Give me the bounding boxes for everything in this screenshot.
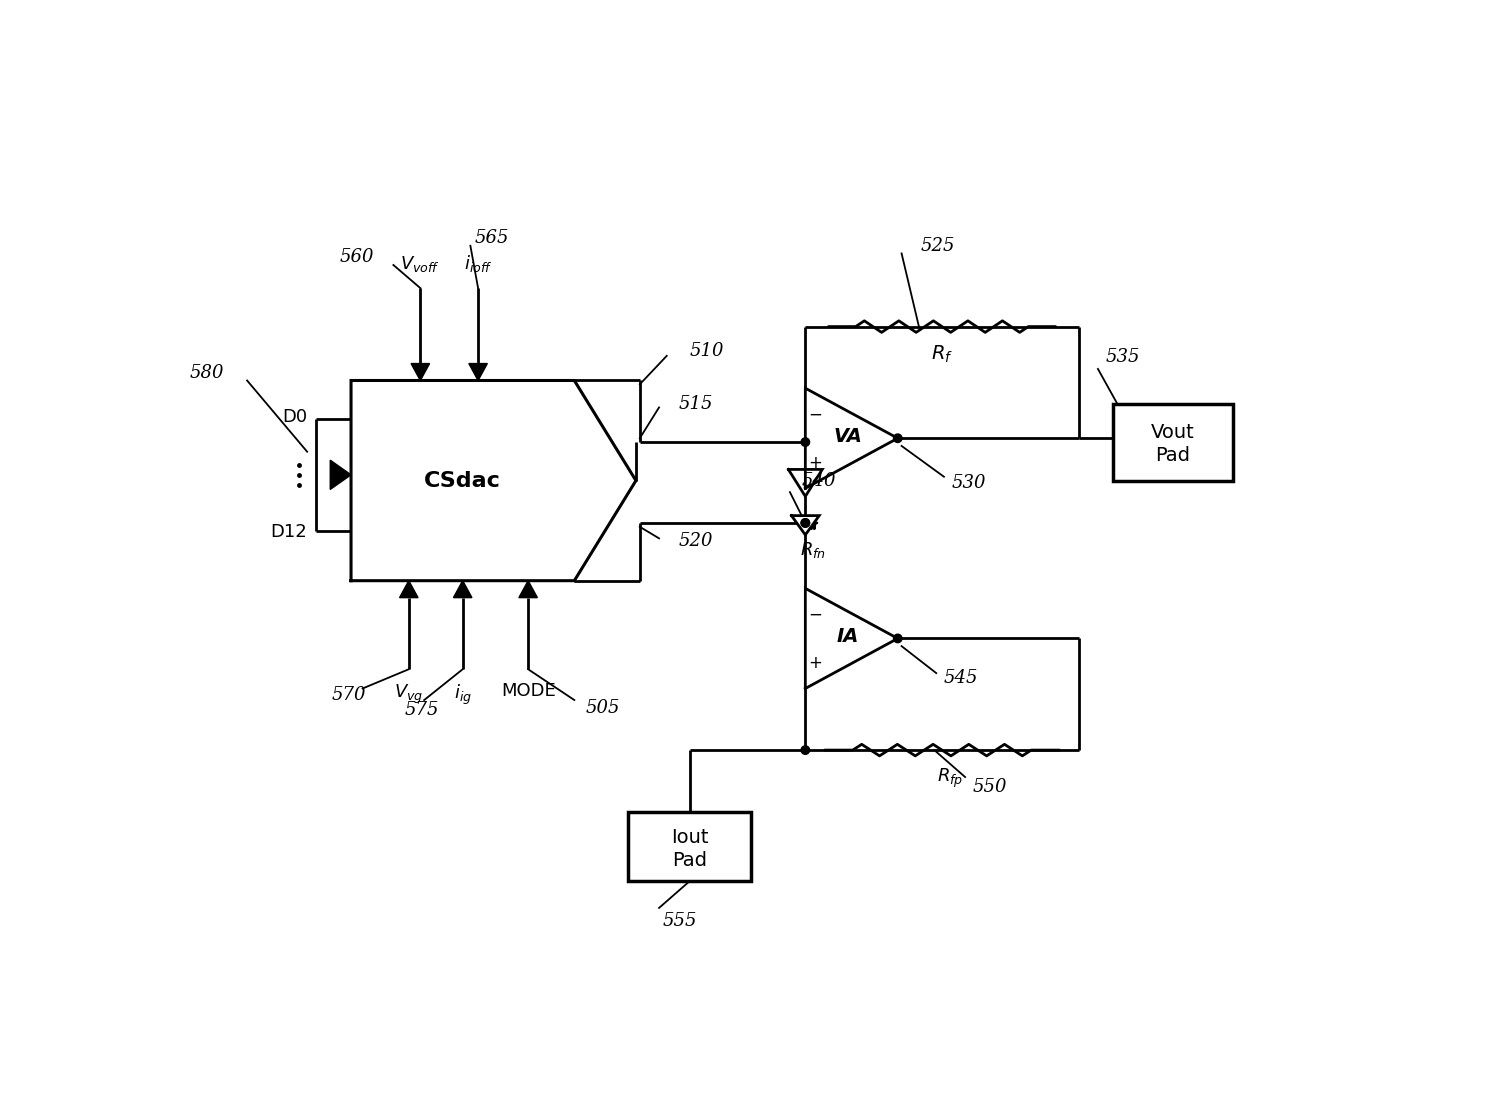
Text: $+$: $+$ [808,654,823,672]
Text: $V_{vg}$: $V_{vg}$ [394,682,423,705]
Polygon shape [469,363,487,380]
Text: 555: 555 [662,912,698,930]
Circle shape [800,519,809,528]
Text: 565: 565 [474,229,509,247]
Text: 545: 545 [944,670,979,688]
Text: MODE: MODE [500,682,555,700]
Text: Iout: Iout [671,828,708,847]
Polygon shape [453,581,472,598]
Text: D0: D0 [282,409,307,427]
Text: 510: 510 [691,342,725,360]
Circle shape [894,434,901,442]
Polygon shape [805,388,898,489]
Bar [1114,403,1233,481]
Text: Vout: Vout [1151,423,1195,442]
Text: 505: 505 [587,699,621,717]
Polygon shape [411,363,429,380]
Circle shape [800,438,809,447]
Text: $+$: $+$ [808,454,823,472]
Polygon shape [330,460,350,490]
Text: 535: 535 [1106,349,1140,367]
Text: IA: IA [836,628,858,647]
Text: 520: 520 [679,532,713,550]
Text: CSdac: CSdac [425,471,500,491]
Text: $-$: $-$ [808,404,823,422]
Polygon shape [518,581,538,598]
Circle shape [894,634,901,642]
Text: 525: 525 [921,237,955,254]
Text: Pad: Pad [673,851,707,870]
Text: 570: 570 [331,685,367,703]
Text: $i_{ig}$: $i_{ig}$ [454,682,472,707]
Text: $-$: $-$ [808,604,823,622]
Text: $R_{fn}$: $R_{fn}$ [800,540,826,560]
Text: 515: 515 [679,394,713,412]
Text: 550: 550 [973,778,1007,797]
Text: VA: VA [833,428,863,447]
Text: Pad: Pad [1155,447,1191,466]
Text: 540: 540 [802,471,836,490]
Polygon shape [399,581,419,598]
Text: $i_{ioff}$: $i_{ioff}$ [463,253,493,274]
Bar [628,812,751,881]
Polygon shape [792,516,820,534]
Text: 575: 575 [405,701,440,719]
Text: $R_f$: $R_f$ [931,343,953,364]
Circle shape [800,519,809,528]
Text: $V_{voff}$: $V_{voff}$ [401,254,441,274]
Polygon shape [350,380,636,581]
Text: $R_{fp}$: $R_{fp}$ [937,767,962,790]
Polygon shape [805,589,898,689]
Polygon shape [789,470,823,497]
Text: D12: D12 [270,523,307,541]
Circle shape [800,745,809,754]
Text: 530: 530 [952,474,986,492]
Text: 560: 560 [340,248,374,267]
Text: 580: 580 [190,363,224,382]
